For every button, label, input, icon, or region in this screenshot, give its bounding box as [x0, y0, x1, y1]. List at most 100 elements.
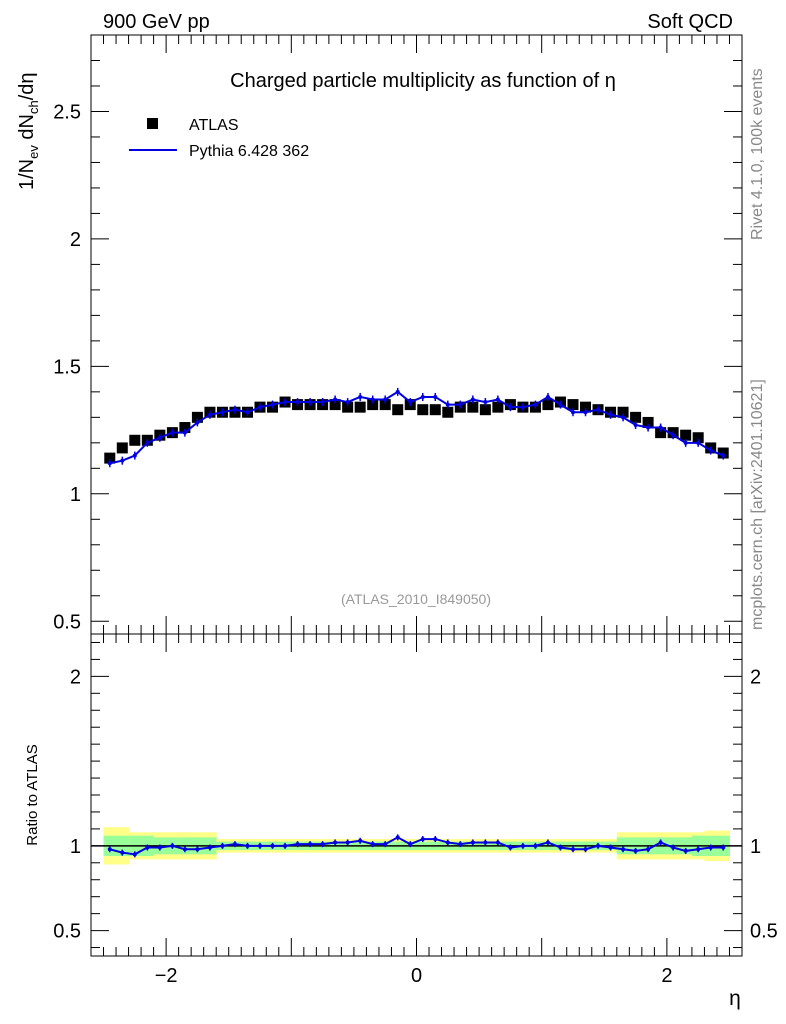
ratio-point — [145, 845, 150, 850]
atlas-data-point — [379, 399, 391, 411]
ratio-point — [383, 842, 388, 847]
ratio-axis-ticks: 0.5 0.5 1 1 2 2 −2 0 2 — [53, 634, 778, 987]
mcplots-reference-label: mcplots.cern.ch [arXiv:2401.10621] — [749, 379, 766, 630]
main-panel: 0.5 1 1.5 2 2.5 Charged particle multiplicit… — [16, 34, 743, 635]
atlas-data-point — [191, 411, 203, 423]
atlas-data-point — [567, 399, 579, 411]
pythia-point — [270, 402, 275, 407]
pythia-point — [182, 430, 187, 435]
ratio-point — [283, 843, 288, 848]
ratio-point — [245, 843, 250, 848]
ratio-point — [658, 840, 663, 845]
ylabel-sub-ch: ch — [26, 100, 41, 114]
ratio-point — [671, 845, 676, 850]
ratio-point — [483, 840, 488, 845]
pythia-point — [157, 435, 162, 440]
main-y-tick-label: 0.5 — [53, 611, 81, 633]
atlas-data-point — [692, 432, 704, 444]
ylabel-sub-ev: ev — [26, 145, 41, 159]
atlas-data-point — [179, 422, 191, 434]
atlas-data-point — [580, 401, 592, 413]
header-right-label: Soft QCD — [647, 11, 733, 33]
ylabel-mid: dN — [16, 114, 38, 145]
pythia-point — [132, 453, 137, 458]
ratio-point — [195, 847, 200, 852]
ratio-point — [182, 847, 187, 852]
pythia-point — [708, 448, 713, 453]
ratio-y-tick-label-right: 2 — [750, 666, 761, 688]
atlas-data-point — [129, 434, 141, 446]
pythia-point — [383, 397, 388, 402]
atlas-data-point — [630, 411, 642, 423]
legend: ATLAS Pythia 6.428 362 — [129, 117, 309, 160]
pythia-point — [245, 410, 250, 415]
pythia-point — [495, 397, 500, 402]
ratio-point — [232, 842, 237, 847]
atlas-data-point — [542, 399, 554, 411]
pythia-point — [370, 397, 375, 402]
pythia-point — [608, 412, 613, 417]
pythia-point — [207, 412, 212, 417]
ratio-y-tick-label-right: 1 — [750, 836, 761, 858]
ratio-point — [358, 838, 363, 843]
pythia-point — [508, 405, 513, 410]
ratio-y-axis-label: Ratio to ATLAS — [24, 744, 41, 845]
atlas-data-point — [467, 401, 479, 413]
pythia-point — [545, 394, 550, 399]
main-y-tick-label: 2.5 — [53, 101, 81, 123]
pythia-point — [658, 425, 663, 430]
pythia-point — [107, 461, 112, 466]
pythia-point — [445, 402, 450, 407]
ratio-point — [583, 847, 588, 852]
x-tick-label: 0 — [411, 965, 422, 987]
header-left-label: 900 GeV pp — [103, 11, 210, 33]
ratio-y-tick-label: 1 — [70, 836, 81, 858]
atlas-data-point — [492, 401, 504, 413]
pythia-point — [145, 440, 150, 445]
pythia-point — [333, 397, 338, 402]
atlas-data-point — [342, 401, 354, 413]
ratio-point — [533, 843, 538, 848]
atlas-data-point — [392, 404, 404, 416]
ratio-point — [458, 842, 463, 847]
ratio-point — [132, 852, 137, 857]
pythia-point — [570, 410, 575, 415]
pythia-point — [345, 400, 350, 405]
ratio-point — [696, 847, 701, 852]
pythia-point — [596, 407, 601, 412]
ratio-point — [721, 845, 726, 850]
pythia-point — [483, 400, 488, 405]
pythia-curve — [109, 390, 724, 465]
atlas-data-point — [655, 427, 667, 439]
ratio-point — [433, 837, 438, 842]
pythia-point — [408, 400, 413, 405]
ratio-point — [445, 840, 450, 845]
main-axis-ticks: 0.5 1 1.5 2 2.5 — [53, 35, 742, 634]
pythia-point — [633, 422, 638, 427]
pythia-point — [458, 402, 463, 407]
ratio-point — [408, 842, 413, 847]
ratio-point — [495, 840, 500, 845]
main-series-layer — [104, 387, 729, 468]
atlas-data-point — [116, 442, 128, 454]
ratio-point — [520, 843, 525, 848]
pythia-point — [583, 410, 588, 415]
ratio-point — [270, 843, 275, 848]
ratio-point — [157, 845, 162, 850]
main-y-tick-label: 2 — [70, 229, 81, 251]
ratio-panel: 0.5 0.5 1 1 2 2 −2 0 2 Ratio to ATLAS η — [24, 633, 778, 1010]
ratio-point — [370, 842, 375, 847]
ratio-point — [558, 845, 563, 850]
pythia-point — [420, 394, 425, 399]
atlas-data-point — [104, 452, 116, 464]
pythia-point — [320, 400, 325, 405]
pythia-point — [621, 415, 626, 420]
pythia-point — [646, 425, 651, 430]
ratio-point — [708, 845, 713, 850]
pythia-point — [470, 397, 475, 402]
ratio-point — [258, 843, 263, 848]
atlas-data-point — [617, 406, 629, 418]
ratio-y-tick-label: 0.5 — [53, 921, 81, 943]
ratio-point — [107, 847, 112, 852]
ratio-series-layer — [91, 834, 742, 858]
